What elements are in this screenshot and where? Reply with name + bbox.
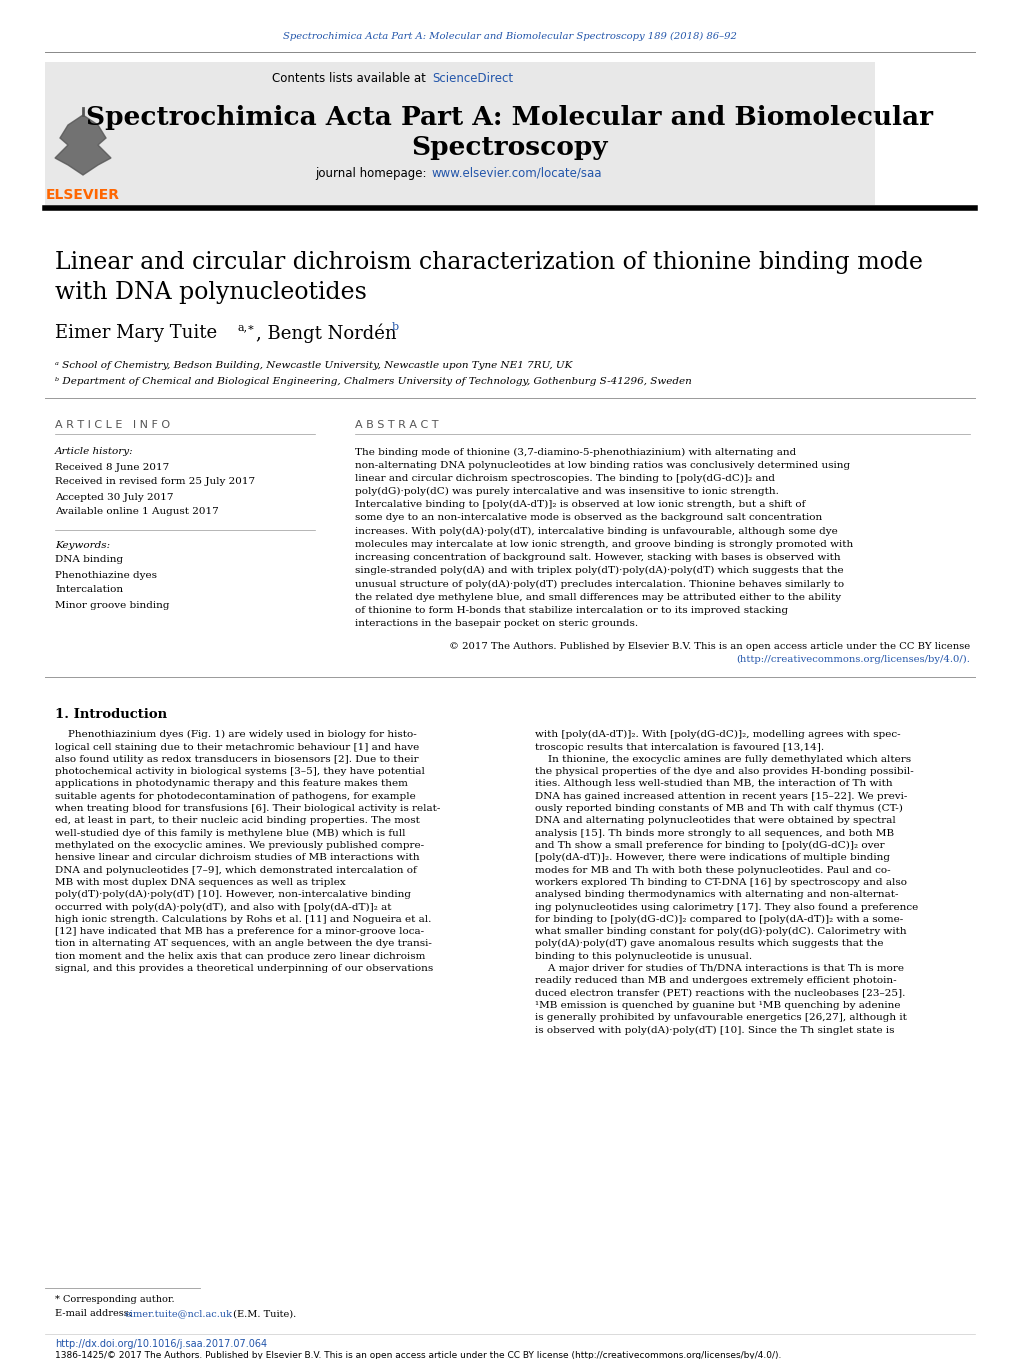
Text: increasing concentration of background salt. However, stacking with bases is obs: increasing concentration of background s…	[355, 553, 840, 563]
Text: Received in revised form 25 July 2017: Received in revised form 25 July 2017	[55, 477, 255, 487]
Text: troscopic results that intercalation is favoured [13,14].: troscopic results that intercalation is …	[535, 742, 823, 752]
Text: , Bengt Nordén: , Bengt Nordén	[256, 323, 401, 342]
Text: Minor groove binding: Minor groove binding	[55, 601, 169, 609]
Text: In thionine, the exocyclic amines are fully demethylated which alters: In thionine, the exocyclic amines are fu…	[535, 754, 910, 764]
Text: with [poly(dA-dT)]₂. With [poly(dG-dC)]₂, modelling agrees with spec-: with [poly(dA-dT)]₂. With [poly(dG-dC)]₂…	[535, 730, 900, 739]
Text: [12] have indicated that MB has a preference for a minor-groove loca-: [12] have indicated that MB has a prefer…	[55, 927, 424, 936]
Text: the related dye methylene blue, and small differences may be attributed either t: the related dye methylene blue, and smal…	[355, 593, 841, 602]
Text: a,∗: a,∗	[237, 322, 256, 332]
Text: Phenothiazine dyes: Phenothiazine dyes	[55, 571, 157, 579]
Text: Article history:: Article history:	[55, 447, 133, 457]
Text: also found utility as redox transducers in biosensors [2]. Due to their: also found utility as redox transducers …	[55, 754, 418, 764]
Text: A B S T R A C T: A B S T R A C T	[355, 420, 438, 429]
Text: © 2017 The Authors. Published by Elsevier B.V. This is an open access article un: © 2017 The Authors. Published by Elsevie…	[448, 643, 969, 651]
Text: suitable agents for photodecontamination of pathogens, for example: suitable agents for photodecontamination…	[55, 792, 416, 800]
Text: ScienceDirect: ScienceDirect	[432, 72, 513, 84]
Text: MB with most duplex DNA sequences as well as triplex: MB with most duplex DNA sequences as wel…	[55, 878, 345, 887]
Text: methylated on the exocyclic amines. We previously published compre-: methylated on the exocyclic amines. We p…	[55, 841, 424, 849]
Text: Eimer Mary Tuite: Eimer Mary Tuite	[55, 323, 223, 342]
Text: DNA and alternating polynucleotides that were obtained by spectral: DNA and alternating polynucleotides that…	[535, 817, 895, 825]
Text: analysis [15]. Th binds more strongly to all sequences, and both MB: analysis [15]. Th binds more strongly to…	[535, 829, 894, 837]
Text: A major driver for studies of Th/DNA interactions is that Th is more: A major driver for studies of Th/DNA int…	[535, 964, 903, 973]
Text: poly(dA)·poly(dT) gave anomalous results which suggests that the: poly(dA)·poly(dT) gave anomalous results…	[535, 939, 882, 949]
Text: ᵇ Department of Chemical and Biological Engineering, Chalmers University of Tech: ᵇ Department of Chemical and Biological …	[55, 376, 691, 386]
Text: [poly(dA-dT)]₂. However, there were indications of multiple binding: [poly(dA-dT)]₂. However, there were indi…	[535, 853, 890, 863]
Text: www.elsevier.com/locate/saa: www.elsevier.com/locate/saa	[432, 167, 602, 179]
Text: applications in photodynamic therapy and this feature makes them: applications in photodynamic therapy and…	[55, 780, 408, 788]
Text: increases. With poly(dA)·poly(dT), intercalative binding is unfavourable, althou: increases. With poly(dA)·poly(dT), inter…	[355, 527, 837, 535]
Text: binding to this polynucleotide is unusual.: binding to this polynucleotide is unusua…	[535, 951, 751, 961]
Polygon shape	[55, 116, 111, 175]
Text: (E.M. Tuite).: (E.M. Tuite).	[229, 1310, 296, 1318]
Text: journal homepage:: journal homepage:	[315, 167, 430, 179]
Text: E-mail address:: E-mail address:	[55, 1310, 135, 1318]
Text: and Th show a small preference for binding to [poly(dG-dC)]₂ over: and Th show a small preference for bindi…	[535, 841, 883, 851]
Text: unusual structure of poly(dA)·poly(dT) precludes intercalation. Thionine behaves: unusual structure of poly(dA)·poly(dT) p…	[355, 579, 844, 588]
Text: (http://creativecommons.org/licenses/by/4.0/).: (http://creativecommons.org/licenses/by/…	[736, 655, 969, 665]
Text: ously reported binding constants of MB and Th with calf thymus (CT-): ously reported binding constants of MB a…	[535, 805, 902, 813]
Text: occurred with poly(dA)·poly(dT), and also with [poly(dA-dT)]₂ at: occurred with poly(dA)·poly(dT), and als…	[55, 902, 391, 912]
Text: for binding to [poly(dG-dC)]₂ compared to [poly(dA-dT)]₂ with a some-: for binding to [poly(dG-dC)]₂ compared t…	[535, 915, 903, 924]
Text: ELSEVIER: ELSEVIER	[46, 188, 120, 202]
Text: is observed with poly(dA)·poly(dT) [10]. Since the Th singlet state is: is observed with poly(dA)·poly(dT) [10].…	[535, 1026, 894, 1034]
Text: ᵃ School of Chemistry, Bedson Building, Newcastle University, Newcastle upon Tyn: ᵃ School of Chemistry, Bedson Building, …	[55, 360, 572, 370]
Text: interactions in the basepair pocket on steric grounds.: interactions in the basepair pocket on s…	[355, 620, 638, 628]
Text: of thionine to form H-bonds that stabilize intercalation or to its improved stac: of thionine to form H-bonds that stabili…	[355, 606, 788, 614]
Text: DNA binding: DNA binding	[55, 556, 123, 564]
Text: Phenothiazinium dyes (Fig. 1) are widely used in biology for histo-: Phenothiazinium dyes (Fig. 1) are widely…	[55, 730, 417, 739]
Text: analysed binding thermodynamics with alternating and non-alternat-: analysed binding thermodynamics with alt…	[535, 890, 898, 900]
Text: duced electron transfer (PET) reactions with the nucleobases [23–25].: duced electron transfer (PET) reactions …	[535, 988, 905, 998]
Text: 1386-1425/© 2017 The Authors. Published by Elsevier B.V. This is an open access : 1386-1425/© 2017 The Authors. Published …	[55, 1351, 781, 1359]
Text: 1. Introduction: 1. Introduction	[55, 708, 167, 722]
Text: The binding mode of thionine (3,7-diamino-5-phenothiazinium) with alternating an: The binding mode of thionine (3,7-diamin…	[355, 447, 796, 457]
Text: poly(dT)·poly(dA)·poly(dT) [10]. However, non-intercalative binding: poly(dT)·poly(dA)·poly(dT) [10]. However…	[55, 890, 411, 900]
Text: Available online 1 August 2017: Available online 1 August 2017	[55, 507, 218, 516]
Text: logical cell staining due to their metachromic behaviour [1] and have: logical cell staining due to their metac…	[55, 742, 419, 752]
Text: the physical properties of the dye and also provides H-bonding possibil-: the physical properties of the dye and a…	[535, 768, 913, 776]
Text: b: b	[391, 322, 398, 332]
Text: signal, and this provides a theoretical underpinning of our observations: signal, and this provides a theoretical …	[55, 964, 433, 973]
Text: Intercalative binding to [poly(dA-dT)]₂ is observed at low ionic strength, but a: Intercalative binding to [poly(dA-dT)]₂ …	[355, 500, 805, 510]
Text: molecules may intercalate at low ionic strength, and groove binding is strongly : molecules may intercalate at low ionic s…	[355, 540, 853, 549]
Text: ¹MB emission is quenched by guanine but ¹MB quenching by adenine: ¹MB emission is quenched by guanine but …	[535, 1000, 900, 1010]
Text: single-stranded poly(dA) and with triplex poly(dT)·poly(dA)·poly(dT) which sugge: single-stranded poly(dA) and with triple…	[355, 567, 843, 575]
Text: ed, at least in part, to their nucleic acid binding properties. The most: ed, at least in part, to their nucleic a…	[55, 817, 420, 825]
Text: A R T I C L E   I N F O: A R T I C L E I N F O	[55, 420, 170, 429]
Text: Intercalation: Intercalation	[55, 586, 123, 594]
Text: DNA has gained increased attention in recent years [15–22]. We previ-: DNA has gained increased attention in re…	[535, 792, 907, 800]
Text: what smaller binding constant for poly(dG)·poly(dC). Calorimetry with: what smaller binding constant for poly(d…	[535, 927, 906, 936]
Text: Contents lists available at: Contents lists available at	[272, 72, 430, 84]
Bar	[45, 63, 874, 205]
Text: hensive linear and circular dichroism studies of MB interactions with: hensive linear and circular dichroism st…	[55, 853, 419, 863]
Text: workers explored Th binding to CT-DNA [16] by spectroscopy and also: workers explored Th binding to CT-DNA [1…	[535, 878, 906, 887]
Text: photochemical activity in biological systems [3–5], they have potential: photochemical activity in biological sys…	[55, 768, 425, 776]
Text: high ionic strength. Calculations by Rohs et al. [11] and Nogueira et al.: high ionic strength. Calculations by Roh…	[55, 915, 431, 924]
Text: tion moment and the helix axis that can produce zero linear dichroism: tion moment and the helix axis that can …	[55, 951, 425, 961]
Text: eimer.tuite@ncl.ac.uk: eimer.tuite@ncl.ac.uk	[125, 1310, 232, 1318]
Text: when treating blood for transfusions [6]. Their biological activity is relat-: when treating blood for transfusions [6]…	[55, 805, 440, 813]
Text: modes for MB and Th with both these polynucleotides. Paul and co-: modes for MB and Th with both these poly…	[535, 866, 890, 875]
Text: Linear and circular dichroism characterization of thionine binding mode: Linear and circular dichroism characteri…	[55, 250, 922, 273]
Text: ities. Although less well-studied than MB, the interaction of Th with: ities. Although less well-studied than M…	[535, 780, 892, 788]
Text: DNA and polynucleotides [7–9], which demonstrated intercalation of: DNA and polynucleotides [7–9], which dem…	[55, 866, 417, 875]
Text: Keywords:: Keywords:	[55, 541, 110, 549]
Text: ing polynucleotides using calorimetry [17]. They also found a preference: ing polynucleotides using calorimetry [1…	[535, 902, 917, 912]
Text: readily reduced than MB and undergoes extremely efficient photoin-: readily reduced than MB and undergoes ex…	[535, 976, 896, 985]
Text: poly(dG)·poly(dC) was purely intercalative and was insensitive to ionic strength: poly(dG)·poly(dC) was purely intercalati…	[355, 487, 779, 496]
Text: non-alternating DNA polynucleotides at low binding ratios was conclusively deter: non-alternating DNA polynucleotides at l…	[355, 461, 849, 470]
Text: tion in alternating AT sequences, with an angle between the dye transi-: tion in alternating AT sequences, with a…	[55, 939, 431, 949]
Text: http://dx.doi.org/10.1016/j.saa.2017.07.064: http://dx.doi.org/10.1016/j.saa.2017.07.…	[55, 1339, 267, 1349]
Text: Spectrochimica Acta Part A: Molecular and Biomolecular: Spectrochimica Acta Part A: Molecular an…	[87, 106, 932, 130]
Text: well-studied dye of this family is methylene blue (MB) which is full: well-studied dye of this family is methy…	[55, 829, 406, 837]
Text: is generally prohibited by unfavourable energetics [26,27], although it: is generally prohibited by unfavourable …	[535, 1014, 906, 1022]
Text: Spectrochimica Acta Part A: Molecular and Biomolecular Spectroscopy 189 (2018) 8: Spectrochimica Acta Part A: Molecular an…	[283, 31, 736, 41]
Text: some dye to an non-intercalative mode is observed as the background salt concent: some dye to an non-intercalative mode is…	[355, 514, 821, 522]
Text: Spectroscopy: Spectroscopy	[412, 136, 607, 160]
Text: with DNA polynucleotides: with DNA polynucleotides	[55, 280, 367, 303]
Text: linear and circular dichroism spectroscopies. The binding to [poly(dG-dC)]₂ and: linear and circular dichroism spectrosco…	[355, 474, 774, 482]
Text: Received 8 June 2017: Received 8 June 2017	[55, 462, 169, 472]
Text: Accepted 30 July 2017: Accepted 30 July 2017	[55, 492, 173, 501]
Text: * Corresponding author.: * Corresponding author.	[55, 1295, 174, 1305]
